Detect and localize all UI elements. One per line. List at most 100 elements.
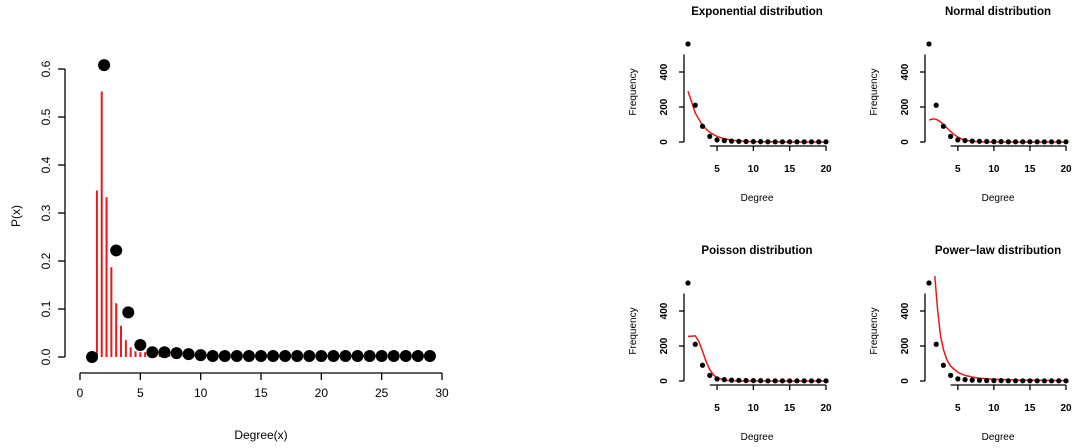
main-x-tick-label: 25 xyxy=(375,386,389,400)
data-point xyxy=(1005,378,1011,384)
panel-x-tick-label: 10 xyxy=(988,164,1000,175)
data-point xyxy=(1027,139,1033,145)
data-point xyxy=(1034,139,1040,145)
data-point xyxy=(714,376,720,382)
data-point xyxy=(801,139,807,145)
panel-x-axis-label: Degree xyxy=(982,432,1015,443)
panel-x-tick-label: 5 xyxy=(714,403,720,414)
data-point xyxy=(685,41,691,47)
panel-x-tick-label: 15 xyxy=(1024,164,1036,175)
data-point xyxy=(758,139,764,145)
data-point xyxy=(1056,139,1062,145)
data-point xyxy=(134,339,147,351)
data-point xyxy=(1012,378,1019,384)
panel-x-tick-label: 10 xyxy=(988,403,1000,414)
panel-y-tick-label: 400 xyxy=(659,302,670,319)
data-point xyxy=(808,378,815,384)
panel-x-axis-label: Degree xyxy=(982,193,1015,204)
data-point xyxy=(779,139,786,145)
data-point xyxy=(998,378,1004,384)
data-point xyxy=(699,123,706,129)
panel-x-tick-label: 20 xyxy=(1060,403,1072,414)
data-point xyxy=(685,280,691,286)
data-point xyxy=(170,347,183,360)
data-point xyxy=(351,350,364,363)
data-point xyxy=(998,139,1004,145)
panel-x-tick-label: 5 xyxy=(955,403,961,414)
data-point xyxy=(736,138,742,144)
data-point xyxy=(926,41,932,47)
main-x-tick-label: 15 xyxy=(254,386,268,400)
data-point xyxy=(230,350,243,363)
panel-normal: Normal distribution Degree Frequency 5 10… xyxy=(869,6,1072,204)
data-point xyxy=(1034,378,1040,384)
data-point xyxy=(955,137,961,143)
main-x-tick-label: 20 xyxy=(315,386,329,400)
data-point xyxy=(823,139,829,145)
data-point xyxy=(327,350,340,363)
data-point xyxy=(411,350,424,363)
data-point xyxy=(948,133,954,139)
panel-x-tick-label: 15 xyxy=(784,164,796,175)
data-point xyxy=(110,244,123,257)
data-point xyxy=(976,377,983,383)
data-point xyxy=(692,102,698,108)
data-point xyxy=(765,139,771,145)
data-point xyxy=(743,138,749,145)
data-point xyxy=(991,378,997,384)
data-point xyxy=(423,350,436,363)
panel-y-tick-label: 0 xyxy=(659,139,670,145)
data-point xyxy=(707,372,713,378)
main-y-tick-label: 0.5 xyxy=(39,108,53,125)
data-point xyxy=(823,378,829,384)
data-point xyxy=(794,139,800,145)
data-point xyxy=(984,138,990,145)
panel-y-tick-label: 0 xyxy=(900,139,911,145)
panel-y-axis-label: Frequency xyxy=(869,68,880,115)
main-y-tick-label: 0.0 xyxy=(39,348,53,365)
data-point xyxy=(146,346,159,359)
main-y-tick-label: 0.3 xyxy=(39,204,53,221)
main-y-tick-label: 0.2 xyxy=(39,252,53,269)
data-point xyxy=(182,348,195,361)
fit-curve xyxy=(934,275,1067,382)
data-point xyxy=(86,351,99,363)
main-x-axis-label: Degree(x) xyxy=(234,428,287,442)
data-point xyxy=(926,280,932,286)
data-point xyxy=(808,139,815,145)
panel-y-axis-label: Frequency xyxy=(628,68,639,115)
data-point xyxy=(714,137,720,143)
panel-y-axis-label: Frequency xyxy=(869,307,880,354)
data-point xyxy=(779,378,786,384)
main-y-tick-label: 0.1 xyxy=(39,300,53,317)
data-point xyxy=(218,350,231,363)
data-point xyxy=(969,377,975,383)
panel-y-tick-label: 0 xyxy=(900,378,911,384)
data-point xyxy=(758,378,764,384)
data-point xyxy=(721,377,727,383)
main-y-tick-label: 0.4 xyxy=(39,156,53,173)
panel-x-tick-label: 5 xyxy=(714,164,720,175)
data-point xyxy=(743,377,749,384)
panel-x-tick-label: 20 xyxy=(1060,164,1072,175)
data-point xyxy=(363,350,376,363)
data-point xyxy=(816,139,822,145)
panel-y-tick-label: 0 xyxy=(659,378,670,384)
data-point xyxy=(794,378,800,384)
data-point xyxy=(969,138,975,144)
data-point xyxy=(303,350,316,363)
panel-y-tick-label: 400 xyxy=(659,63,670,80)
data-point xyxy=(940,362,947,368)
panel-x-tick-label: 20 xyxy=(820,164,832,175)
data-point xyxy=(1063,378,1069,384)
data-point xyxy=(991,139,997,145)
data-point xyxy=(1048,139,1055,145)
panel-x-tick-label: 20 xyxy=(820,403,832,414)
panel-title: Poisson distribution xyxy=(701,245,812,257)
data-point xyxy=(728,138,735,144)
data-point xyxy=(158,346,171,359)
data-point xyxy=(962,377,968,383)
data-point xyxy=(1027,378,1033,384)
data-point xyxy=(122,306,135,319)
